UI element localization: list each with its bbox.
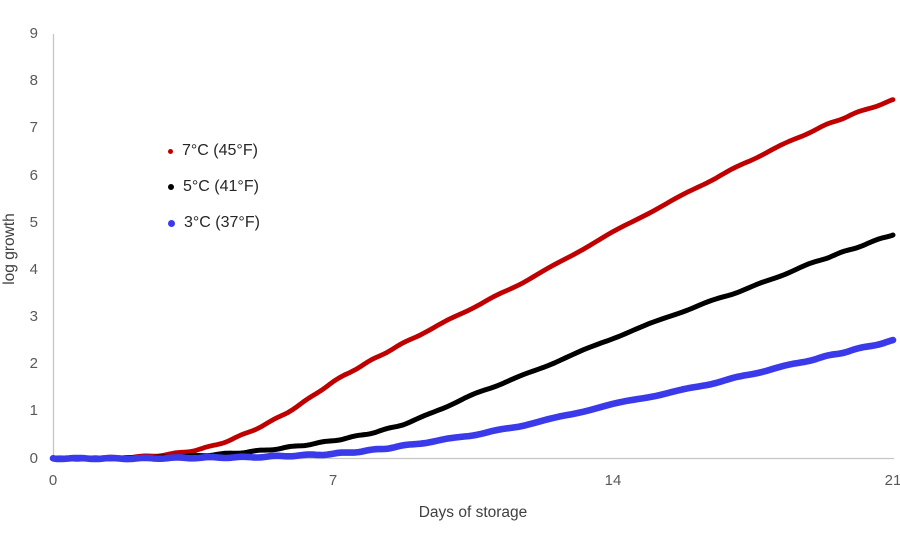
y-tick-label: 2 [29,355,38,373]
series-line-5-c-41-f [50,232,896,462]
y-tick-label: 1 [29,402,38,420]
x-tick-label: 21 [884,472,900,489]
y-tick-label: 6 [29,166,38,184]
legend-item: 5°C (41°F) [168,169,260,205]
legend-label: 3°C (37°F) [184,214,260,231]
y-tick-label: 4 [29,260,38,278]
y-tick-label: 3 [29,308,38,326]
y-tick-label: 8 [29,72,38,90]
legend-label: 7°C (45°F) [182,142,258,159]
legend: 7°C (45°F) 5°C (41°F) 3°C (37°F) [168,133,260,241]
series-line-3-c-37-f [49,336,897,463]
legend-item: 7°C (45°F) [168,133,260,169]
y-tick-label: 5 [29,213,38,231]
x-tick-label: 7 [328,472,338,489]
legend-dot [168,184,174,190]
x-tick-label: 0 [48,472,58,489]
legend-item: 3°C (37°F) [168,205,260,241]
x-tick-label: 14 [604,472,622,489]
y-tick-label: 9 [29,25,38,43]
legend-label: 5°C (41°F) [183,178,259,195]
x-axis-title: Days of storage [418,504,528,521]
legend-dot [168,148,173,154]
y-tick-label: 7 [29,119,38,137]
legend-dot [168,219,175,227]
y-tick-label: 0 [29,449,38,467]
